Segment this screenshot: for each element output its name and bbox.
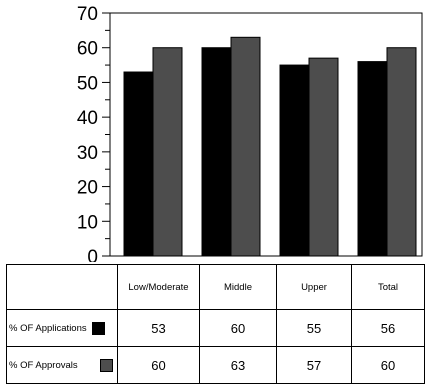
table-cell: 56	[351, 309, 425, 347]
y-tick-label: 60	[77, 39, 98, 60]
category-header: Low/Moderate	[117, 264, 200, 310]
series-label-applications: % OF Applications	[6, 309, 118, 347]
table-cell: 53	[117, 309, 200, 347]
series-name: % OF Approvals	[9, 359, 78, 371]
table-row-applications: % OF Applications 53 60 55 56	[6, 309, 425, 347]
bar-chart: 0 10 20 30 40 50 60 70	[77, 4, 423, 262]
table-cell: 60	[199, 309, 277, 347]
bar-applications	[201, 47, 232, 257]
table-cell: 60	[117, 346, 200, 384]
bar-approvals	[308, 57, 339, 257]
chart-bars	[123, 36, 417, 257]
table-cell: 60	[351, 346, 425, 384]
y-tick-label: 70	[77, 4, 98, 25]
series-label-approvals: % OF Approvals	[6, 346, 118, 384]
y-tick-label: 0	[87, 247, 98, 262]
table-row-approvals: % OF Approvals 60 63 57 60	[6, 346, 425, 384]
chart-axes: 0 10 20 30 40 50 60 70	[77, 4, 423, 262]
table-cell: 57	[276, 346, 352, 384]
bar-applications	[357, 61, 388, 257]
y-tick-label: 50	[77, 73, 98, 94]
bar-applications	[123, 71, 154, 257]
legend-swatch-approvals	[99, 358, 113, 372]
data-table: Low/Moderate Middle Upper Total % OF App…	[6, 264, 425, 384]
y-tick-label: 20	[77, 178, 98, 199]
category-header: Middle	[199, 264, 277, 310]
legend-swatch-applications	[91, 321, 105, 335]
category-header: Total	[351, 264, 425, 310]
series-name: % OF Applications	[9, 322, 87, 334]
bar-applications	[279, 64, 310, 257]
y-tick-label: 40	[77, 108, 98, 129]
bar-approvals	[152, 47, 183, 257]
table-corner	[6, 264, 118, 310]
table-header-row: Low/Moderate Middle Upper Total	[6, 264, 425, 310]
y-tick-label: 30	[77, 143, 98, 164]
bar-approvals	[230, 36, 261, 257]
category-header: Upper	[276, 264, 352, 310]
y-tick-label: 10	[77, 212, 98, 233]
bar-approvals	[386, 47, 417, 257]
table-cell: 55	[276, 309, 352, 347]
table-cell: 63	[199, 346, 277, 384]
